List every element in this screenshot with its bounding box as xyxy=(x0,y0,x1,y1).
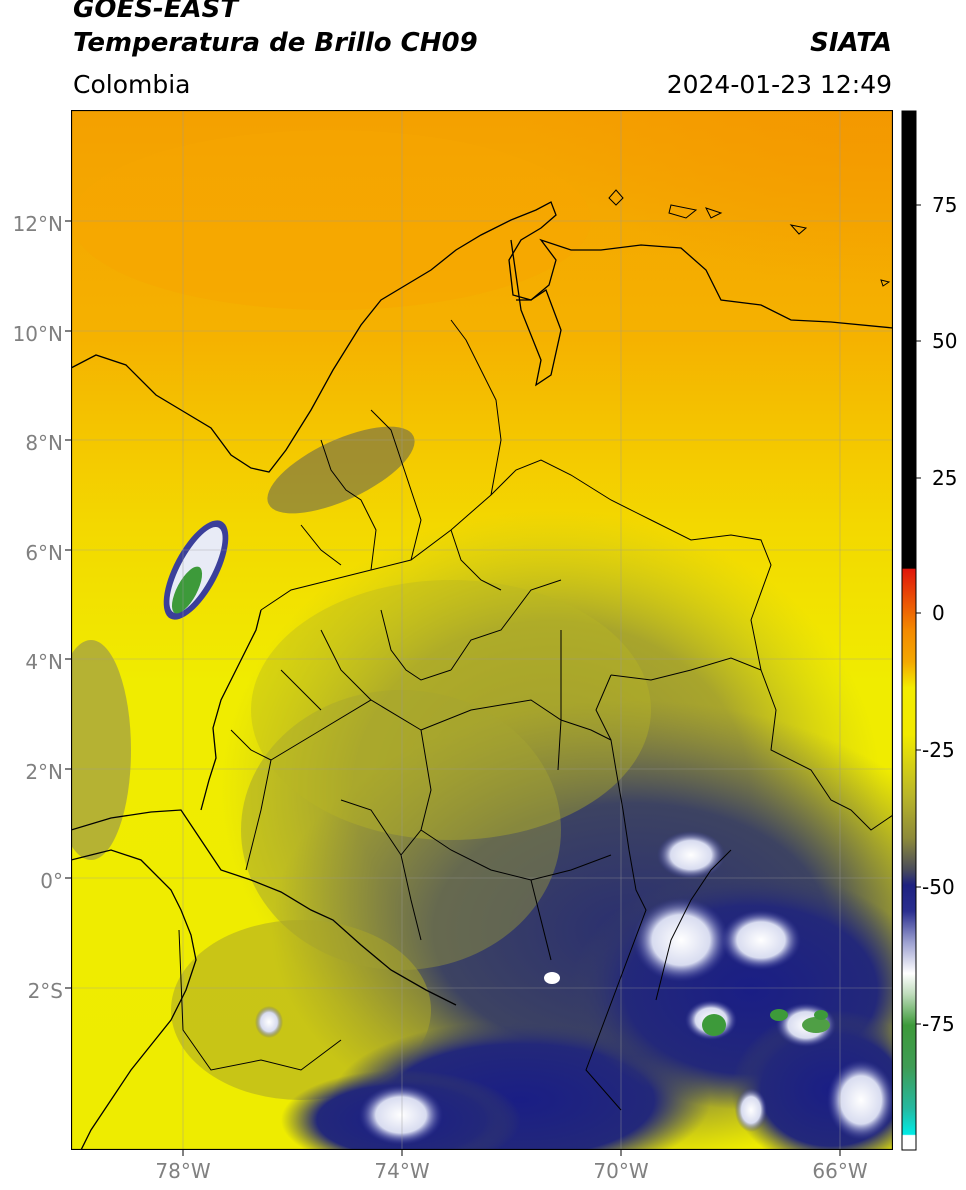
borders xyxy=(178,319,893,1111)
colorbar-label-25: 25 xyxy=(932,466,957,490)
lat-label-8n: 8°N xyxy=(25,431,63,455)
cloud-top xyxy=(633,898,729,982)
cold-core xyxy=(770,1009,788,1021)
brightness-temperature-map xyxy=(71,110,893,1150)
graticule xyxy=(71,110,893,1150)
colorbar-label-50: 50 xyxy=(932,329,957,353)
datetime-label: 2024-01-23 12:49 xyxy=(666,70,892,99)
map-frame xyxy=(71,110,893,1150)
olive-north xyxy=(251,580,651,840)
cold-core xyxy=(814,1010,828,1020)
storm-cell-core xyxy=(171,566,203,614)
colorbar-label-0: 0 xyxy=(932,601,945,625)
cold-core xyxy=(702,1014,726,1036)
cloud-band xyxy=(267,426,415,514)
olive-west xyxy=(241,690,561,970)
lon-label-74w: 74°W xyxy=(374,1159,429,1183)
cloud-top xyxy=(657,831,725,879)
product-title: Temperatura de Brillo CH09 xyxy=(73,28,478,58)
source-label: SIATA xyxy=(810,28,892,58)
lat-label-2s: 2°S xyxy=(28,979,63,1003)
colorbar: 75 50 25 0 -25 -50 -75 xyxy=(901,110,957,1151)
lat-label-2n: 2°N xyxy=(25,760,63,784)
lat-label-6n: 6°N xyxy=(25,541,63,565)
lon-ticks xyxy=(182,1150,841,1156)
islands xyxy=(608,189,891,287)
cloud-top xyxy=(721,910,801,970)
colorbar-label-minus25: -25 xyxy=(922,738,955,762)
cloud-top xyxy=(255,1006,283,1038)
lat-label-12n: 12°N xyxy=(13,212,63,236)
lat-label-10n: 10°N xyxy=(13,322,63,346)
cloud-top xyxy=(827,1060,893,1140)
warm-area-west xyxy=(71,130,591,310)
cloud-top xyxy=(735,1088,767,1132)
lon-label-66w: 66°W xyxy=(812,1159,867,1183)
lat-ticks xyxy=(65,220,71,989)
cloud-top xyxy=(544,972,560,984)
lat-label-4n: 4°N xyxy=(25,650,63,674)
colorbar-ticks xyxy=(916,204,921,1025)
cloud-edge-west xyxy=(71,640,131,860)
lon-label-70w: 70°W xyxy=(593,1159,648,1183)
lat-label-0: 0° xyxy=(40,869,63,893)
region-label: Colombia xyxy=(73,70,191,99)
colorbar-label-minus75: -75 xyxy=(922,1012,955,1036)
cold-core xyxy=(802,1017,830,1033)
colorbar-label-75: 75 xyxy=(932,193,957,217)
colorbar-scale xyxy=(901,110,917,1151)
satellite-title: GOES-EAST xyxy=(73,0,239,24)
lon-label-78w: 78°W xyxy=(155,1159,210,1183)
colorbar-label-minus50: -50 xyxy=(922,875,955,899)
coastlines xyxy=(71,201,893,1150)
cloud-top xyxy=(359,1085,443,1145)
